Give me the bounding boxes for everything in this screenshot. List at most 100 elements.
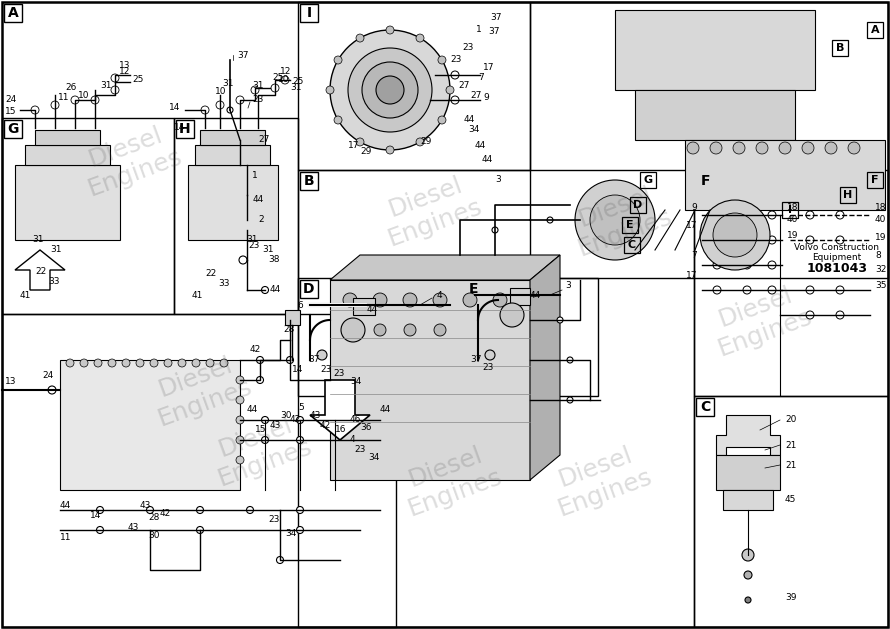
Text: 41: 41 xyxy=(192,291,204,299)
Circle shape xyxy=(227,107,233,113)
Text: 42: 42 xyxy=(320,421,331,430)
Text: Diesel
Engines: Diesel Engines xyxy=(75,119,185,201)
Circle shape xyxy=(236,376,244,384)
Bar xyxy=(867,22,883,38)
Text: 27: 27 xyxy=(470,91,481,99)
Text: 1: 1 xyxy=(252,170,258,179)
Circle shape xyxy=(386,146,394,154)
Circle shape xyxy=(416,34,424,42)
Text: 28: 28 xyxy=(148,513,159,523)
Circle shape xyxy=(94,359,102,367)
Text: 14: 14 xyxy=(174,123,185,133)
Circle shape xyxy=(91,96,99,104)
Text: 2: 2 xyxy=(258,216,263,225)
Text: 28: 28 xyxy=(283,325,295,335)
Text: 18: 18 xyxy=(787,203,798,211)
Text: 25: 25 xyxy=(272,74,283,82)
Circle shape xyxy=(700,200,770,270)
Circle shape xyxy=(356,34,364,42)
Polygon shape xyxy=(310,380,370,440)
Circle shape xyxy=(344,324,356,336)
Text: Volvo Construction: Volvo Construction xyxy=(795,243,879,252)
Text: 23: 23 xyxy=(248,240,259,250)
Text: Diesel
Engines: Diesel Engines xyxy=(375,169,485,251)
Circle shape xyxy=(256,377,263,384)
Text: 42: 42 xyxy=(160,508,171,518)
Circle shape xyxy=(71,96,79,104)
Bar xyxy=(195,145,270,165)
Bar xyxy=(832,40,848,56)
Circle shape xyxy=(262,437,269,443)
Circle shape xyxy=(590,195,640,245)
Text: Diesel
Engines: Diesel Engines xyxy=(145,348,255,431)
Bar xyxy=(782,202,798,218)
Circle shape xyxy=(51,101,59,109)
Circle shape xyxy=(326,86,334,94)
Circle shape xyxy=(567,357,573,363)
Bar xyxy=(298,2,530,170)
Text: 20: 20 xyxy=(785,416,797,425)
Circle shape xyxy=(235,135,245,145)
Circle shape xyxy=(236,396,244,404)
Circle shape xyxy=(745,597,751,603)
Circle shape xyxy=(376,76,404,104)
Circle shape xyxy=(197,526,204,533)
Text: Diesel
Engines: Diesel Engines xyxy=(205,409,315,491)
Circle shape xyxy=(492,227,498,233)
Text: H: H xyxy=(844,190,853,200)
Text: 42: 42 xyxy=(290,416,301,425)
Bar xyxy=(696,172,714,190)
Circle shape xyxy=(271,84,279,92)
Text: 19: 19 xyxy=(787,230,798,240)
Circle shape xyxy=(236,416,244,424)
Text: C: C xyxy=(628,240,636,250)
Text: I: I xyxy=(788,205,792,215)
Bar xyxy=(694,170,888,396)
Text: 44: 44 xyxy=(60,501,71,509)
Bar xyxy=(174,118,298,314)
Bar xyxy=(622,217,638,233)
Bar xyxy=(630,197,646,213)
Circle shape xyxy=(373,293,387,307)
Circle shape xyxy=(768,286,776,294)
Text: 23: 23 xyxy=(462,43,473,52)
Text: Equipment: Equipment xyxy=(813,252,862,262)
Text: 18: 18 xyxy=(875,203,886,211)
Circle shape xyxy=(463,293,477,307)
Bar xyxy=(635,90,795,140)
Circle shape xyxy=(330,30,450,150)
Text: 16: 16 xyxy=(335,425,346,435)
Text: 44: 44 xyxy=(530,291,541,299)
Text: 22: 22 xyxy=(205,269,216,277)
Text: 7: 7 xyxy=(692,250,697,260)
Circle shape xyxy=(147,506,153,513)
Circle shape xyxy=(768,236,776,244)
Text: 12: 12 xyxy=(119,67,130,77)
Circle shape xyxy=(341,318,365,342)
Circle shape xyxy=(713,211,721,219)
Text: Diesel
Engines: Diesel Engines xyxy=(545,439,655,521)
Bar xyxy=(35,130,100,145)
Text: Diesel
Engines: Diesel Engines xyxy=(705,279,815,361)
Text: 25: 25 xyxy=(132,75,143,84)
Circle shape xyxy=(768,211,776,219)
Circle shape xyxy=(743,211,751,219)
Text: 8: 8 xyxy=(875,250,881,260)
Text: 43: 43 xyxy=(140,501,151,509)
Circle shape xyxy=(386,26,394,34)
Circle shape xyxy=(331,416,338,423)
Circle shape xyxy=(742,549,754,561)
Bar xyxy=(685,140,885,210)
Text: 21: 21 xyxy=(785,460,797,469)
Text: 37: 37 xyxy=(488,28,499,36)
Bar xyxy=(464,280,482,298)
Text: 17: 17 xyxy=(685,221,697,230)
Bar xyxy=(4,120,22,138)
Circle shape xyxy=(713,213,757,257)
Circle shape xyxy=(178,359,186,367)
Text: 17: 17 xyxy=(685,270,697,279)
Text: E: E xyxy=(627,220,634,230)
Circle shape xyxy=(236,456,244,464)
Circle shape xyxy=(277,557,284,564)
Text: 23: 23 xyxy=(450,55,461,65)
